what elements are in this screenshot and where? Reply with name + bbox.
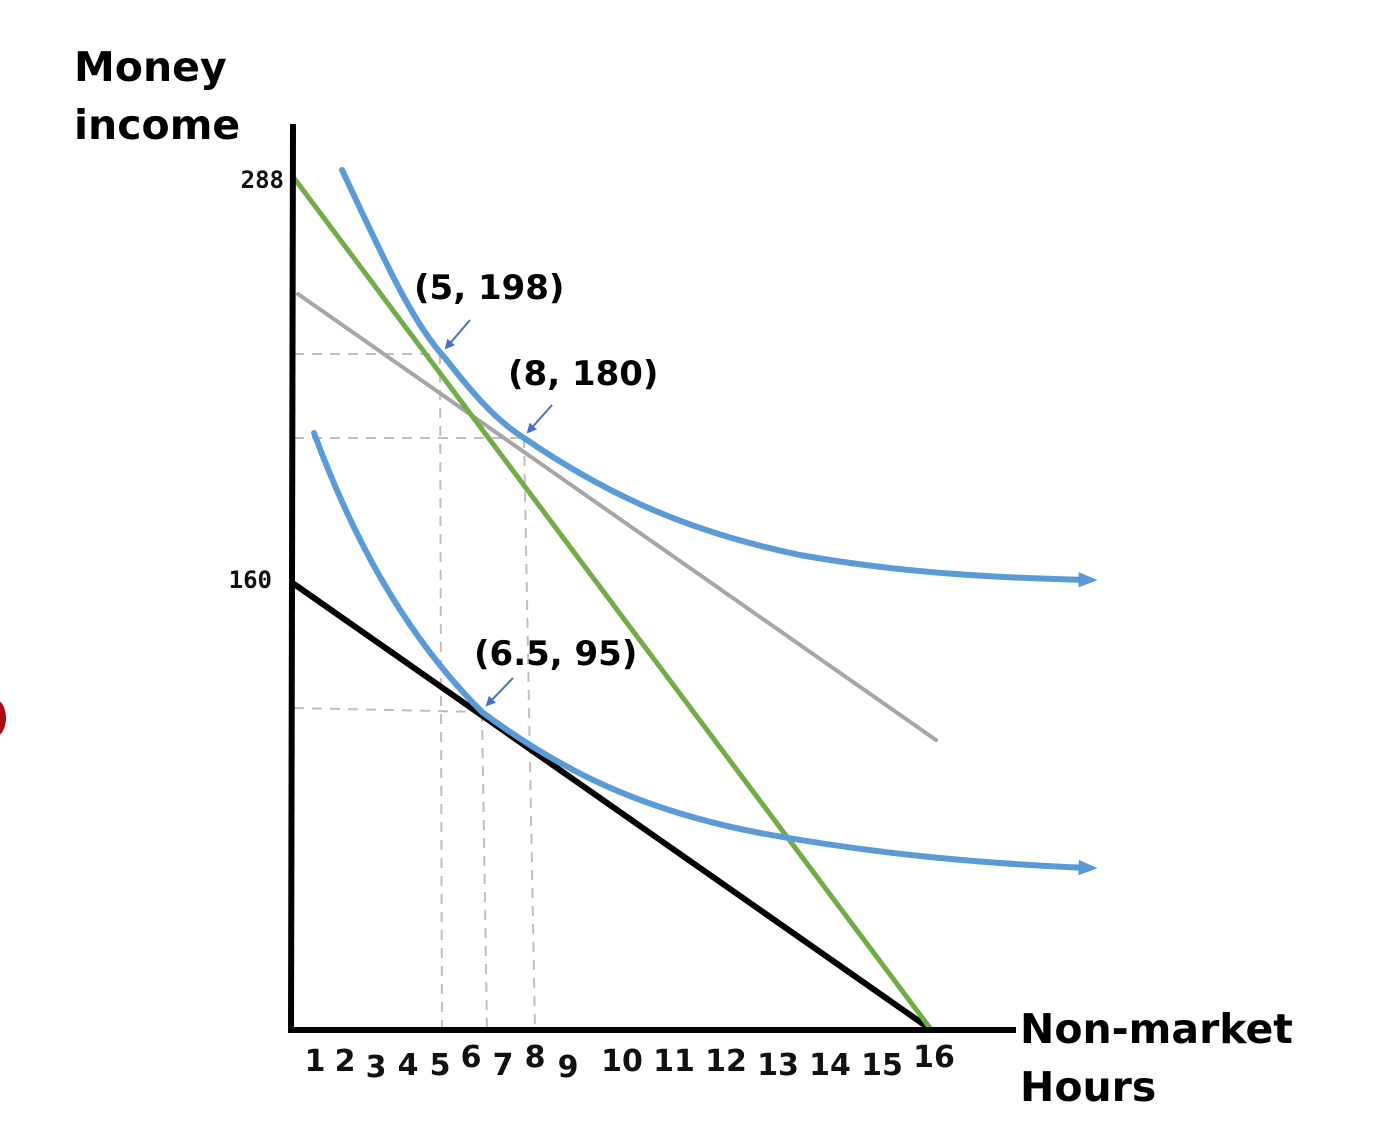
x-tick: 8 xyxy=(524,1040,546,1075)
compensated-budget-line xyxy=(296,292,938,742)
x-axis-title-line2: Hours xyxy=(1020,1063,1157,1111)
guide-v-8 xyxy=(523,437,536,1031)
x-axis-title: Non-market Hours xyxy=(1020,1000,1293,1116)
annotation-arrow-8-180 xyxy=(526,404,553,434)
annotation-8-180: (8, 180) xyxy=(508,354,659,394)
x-tick: 14 xyxy=(809,1048,851,1083)
x-tick: 16 xyxy=(913,1040,955,1075)
x-tick: 6 xyxy=(460,1040,482,1075)
y-axis-title: Money income xyxy=(74,38,240,154)
x-tick: 5 xyxy=(429,1048,451,1083)
y-axis xyxy=(288,123,296,1033)
x-tick: 2 xyxy=(334,1044,356,1079)
x-tick: 12 xyxy=(705,1044,747,1079)
x-tick: 10 xyxy=(601,1044,643,1079)
x-tick: 3 xyxy=(365,1050,387,1085)
x-tick: 13 xyxy=(757,1048,799,1083)
annotation-5-198: (5, 198) xyxy=(414,268,565,308)
x-tick: 4 xyxy=(397,1048,419,1083)
annotation-arrow-5-198 xyxy=(444,319,471,350)
guide-h-95 xyxy=(293,707,483,713)
y-tick-160: 160 xyxy=(228,566,272,594)
y-tick-288: 288 xyxy=(240,166,284,194)
x-tick: 1 xyxy=(304,1044,326,1079)
guide-lines xyxy=(293,353,536,1031)
x-tick: 11 xyxy=(653,1044,695,1079)
new-budget-line xyxy=(291,175,933,1031)
indifference-curve-upper xyxy=(339,167,1098,588)
annotation-6-5-95: (6.5, 95) xyxy=(474,634,638,674)
y-axis-title-line2: income xyxy=(74,101,241,149)
guide-v-6-5 xyxy=(481,711,488,1031)
indifference-curve-lower xyxy=(311,430,1098,876)
edge-marker xyxy=(0,700,6,736)
y-axis-title-line1: Money xyxy=(74,43,227,91)
x-tick: 7 xyxy=(492,1048,514,1083)
annotation-arrow-6-5-95 xyxy=(485,677,514,707)
x-axis-title-line1: Non-market xyxy=(1020,1005,1293,1053)
original-budget-line xyxy=(291,581,929,1029)
guide-v-5 xyxy=(439,353,443,1031)
x-tick: 9 xyxy=(557,1050,579,1085)
x-tick: 15 xyxy=(861,1048,903,1083)
